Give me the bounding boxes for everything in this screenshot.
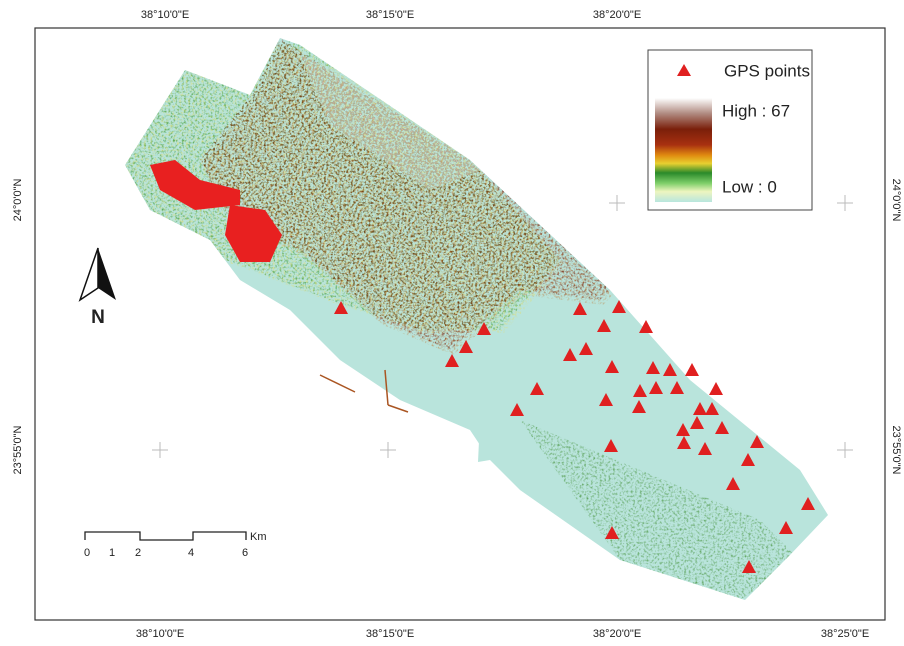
north-arrow: N bbox=[80, 248, 116, 328]
legend: GPS points High : 67 Low : 0 bbox=[648, 50, 812, 210]
north-label: N bbox=[91, 307, 105, 328]
gps-point bbox=[685, 363, 699, 376]
gps-point bbox=[709, 382, 723, 395]
scale-tick: 2 bbox=[135, 547, 141, 559]
map: GPS points High : 67 Low : 0 N Km 01246 … bbox=[0, 0, 904, 646]
bottom-label: 38°25'0"E bbox=[821, 628, 869, 640]
top-label: 38°20'0"E bbox=[593, 9, 641, 21]
scale-tick: 4 bbox=[188, 547, 194, 559]
scale-tick: 6 bbox=[242, 547, 248, 559]
legend-points: GPS points bbox=[724, 61, 810, 80]
top-label: 38°10'0"E bbox=[141, 9, 189, 21]
bottom-label: 38°15'0"E bbox=[366, 628, 414, 640]
legend-ramp bbox=[655, 98, 712, 202]
top-label: 38°15'0"E bbox=[366, 9, 414, 21]
right-label: 23°55'0"N bbox=[890, 426, 902, 475]
right-label: 24°0'0"N bbox=[890, 179, 902, 222]
bottom-label: 38°10'0"E bbox=[136, 628, 184, 640]
legend-high: High : 67 bbox=[722, 101, 790, 120]
legend-low: Low : 0 bbox=[722, 177, 777, 196]
left-label: 24°0'0"N bbox=[12, 179, 24, 222]
scale-tick: 1 bbox=[109, 547, 115, 559]
scale-bar: Km 0 1 2 4 6 bbox=[84, 531, 267, 559]
page: {"map": { "top_labels": ["38°10'0\"E", "… bbox=[0, 0, 904, 646]
scale-unit: Km bbox=[250, 531, 267, 543]
left-label: 23°55'0"N bbox=[12, 425, 24, 474]
bottom-label: 38°20'0"E bbox=[593, 628, 641, 640]
scale-tick: 0 bbox=[84, 547, 90, 559]
